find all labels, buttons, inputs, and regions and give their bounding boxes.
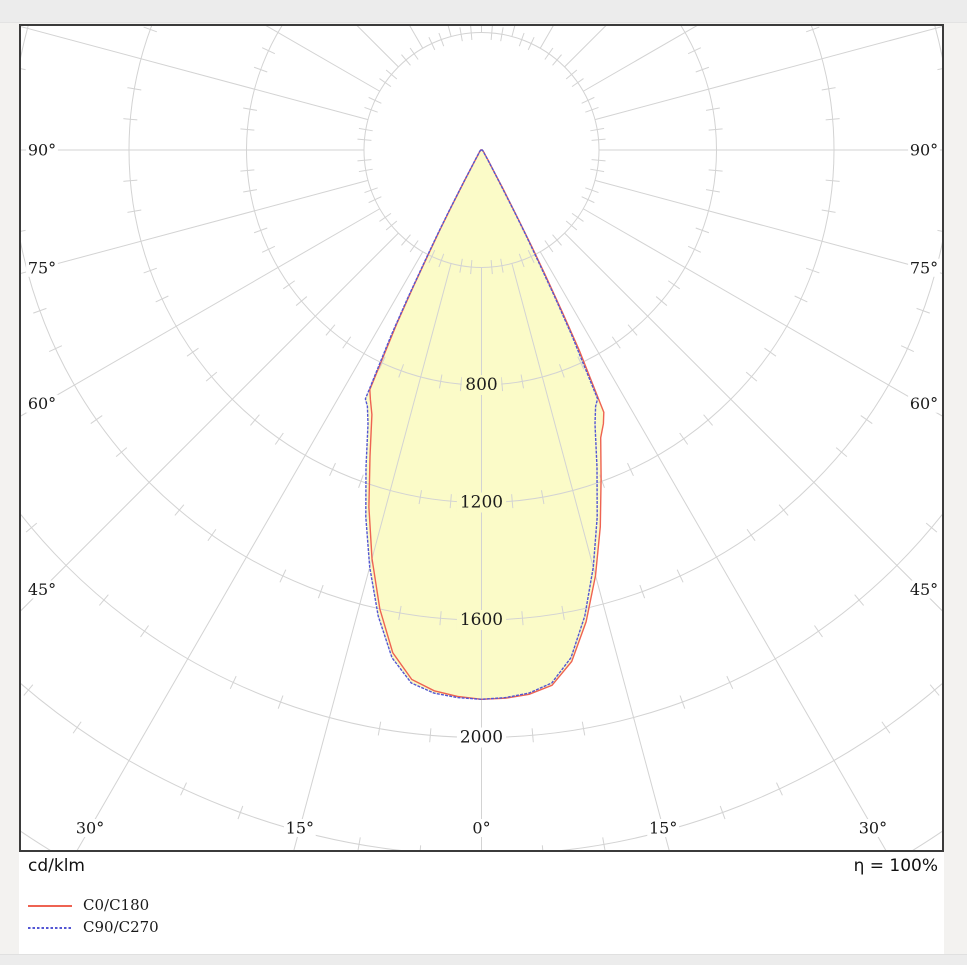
ring-label-bg [456,492,507,513]
angle-label: 45° [910,580,938,599]
angle-label-bg [857,819,889,837]
ring-label: 800 [465,375,497,395]
angle-label: 75° [910,258,938,277]
angle-label: 90° [910,141,938,160]
polar-chart: 800 1200 1600 2000 90° 90° 75° 75° 60° 60° 45° 45° 3… [21,26,942,850]
photometric-diagram-card: 800 1200 1600 2000 90° 90° 75° 75° 60° 60° 45° 45° 3… [19,24,944,954]
c90-line-swatch [28,927,72,929]
ring-label-bg [461,375,502,395]
angle-label-bg [908,141,940,159]
angle-label-bg [908,258,940,277]
ring-label: 1600 [460,610,503,630]
polar-grid [21,26,942,850]
angle-label: 15° [286,819,314,838]
angle-label-bg [26,258,58,277]
plot-frame: 800 1200 1600 2000 90° 90° 75° 75° 60° 60° 45° 45° 3… [19,24,944,852]
angle-label-bg [26,141,58,159]
angle-label-bg [283,819,316,837]
angle-label-bg [908,580,940,599]
angle-label: 60° [28,394,56,413]
angle-label-bg [26,580,58,599]
angle-label: 15° [649,819,677,838]
top-bar [0,0,967,23]
curve-c90-c270 [364,149,599,701]
unit-label: cd/klm [28,856,85,876]
ring-label: 1200 [460,493,503,513]
c0-line-swatch [28,905,72,907]
angle-label-bg [647,819,680,837]
angle-label: 30° [859,819,887,838]
angle-label: 30° [76,819,104,838]
angle-label-bg [469,819,494,837]
angle-label-bg [74,819,106,837]
angle-label: 60° [910,394,938,413]
bottom-bar [0,954,967,965]
angle-label: 0° [472,819,490,838]
efficiency-label: η = 100% [853,856,938,876]
angle-label-bg [908,394,940,413]
legend-label-c0: C0/C180 [83,896,150,914]
angle-label: 45° [28,580,56,599]
angle-label: 75° [28,258,56,277]
angle-label: 90° [28,141,56,160]
angle-label-bg [26,394,58,413]
legend-label-c90: C90/C270 [83,918,159,936]
ring-label-bg [456,610,507,630]
ring-label: 2000 [460,728,503,748]
ring-label-bg [456,727,507,748]
